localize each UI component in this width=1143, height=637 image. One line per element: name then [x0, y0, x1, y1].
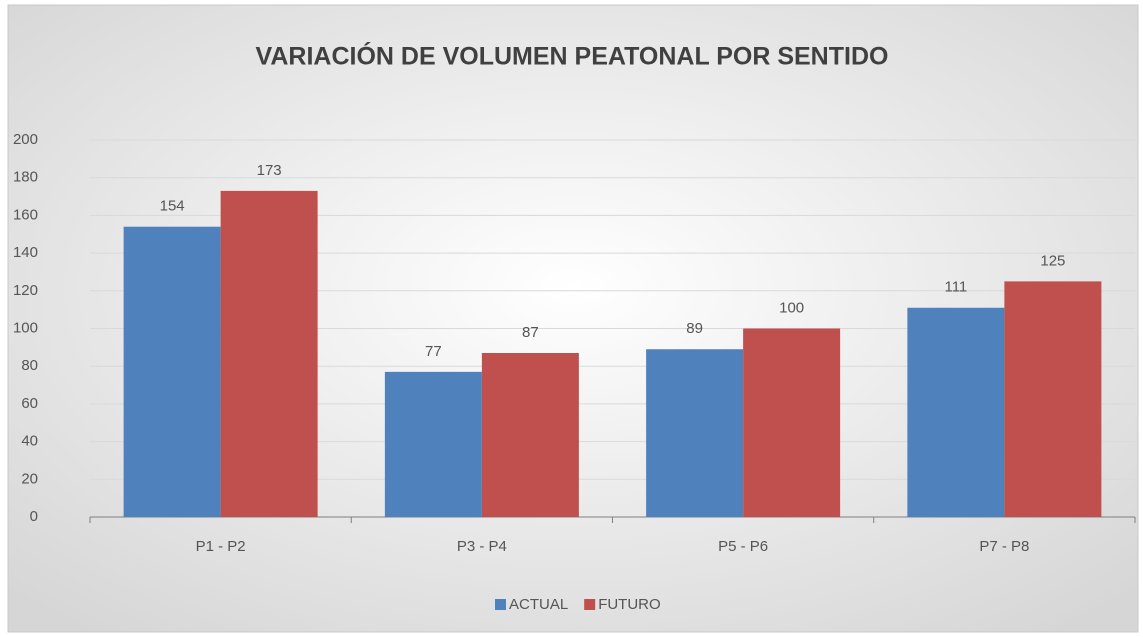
legend-swatch — [495, 599, 506, 610]
y-tick-label: 40 — [21, 433, 38, 450]
data-label: 125 — [1040, 252, 1065, 269]
bar — [743, 328, 841, 517]
bar — [220, 190, 318, 517]
y-tick-label: 80 — [21, 357, 38, 374]
bar — [481, 353, 579, 517]
y-tick-label: 180 — [13, 169, 38, 186]
x-tick-label: P5 - P6 — [718, 538, 768, 555]
bar — [1004, 281, 1102, 517]
x-tick-label: P3 - P4 — [457, 538, 507, 555]
legend-swatch — [584, 599, 596, 610]
x-tick-label: P7 - P8 — [979, 538, 1029, 555]
chart-title: VARIACIÓN DE VOLUMEN PEATONAL POR SENTID… — [256, 41, 889, 71]
y-tick-label: 0 — [30, 508, 38, 525]
x-tick-label: P1 - P2 — [196, 538, 246, 555]
y-tick-label: 60 — [21, 395, 38, 412]
y-tick-label: 140 — [13, 244, 38, 261]
data-label: 173 — [257, 162, 282, 179]
legend-label: FUTURO — [598, 596, 661, 613]
y-tick-label: 200 — [13, 131, 38, 148]
data-label: 87 — [522, 324, 539, 341]
bar — [384, 371, 482, 517]
bar — [123, 226, 221, 517]
data-label: 100 — [779, 299, 804, 316]
data-label: 111 — [944, 279, 967, 296]
bar — [907, 307, 1005, 517]
y-tick-label: 20 — [21, 470, 38, 487]
y-tick-label: 120 — [13, 282, 38, 299]
data-label: 154 — [160, 198, 185, 215]
bar — [646, 349, 744, 517]
y-tick-label: 100 — [13, 319, 38, 336]
data-label: 89 — [686, 320, 703, 337]
data-label: 77 — [425, 343, 442, 360]
legend-label: ACTUAL — [509, 596, 568, 613]
y-tick-label: 160 — [13, 206, 38, 223]
